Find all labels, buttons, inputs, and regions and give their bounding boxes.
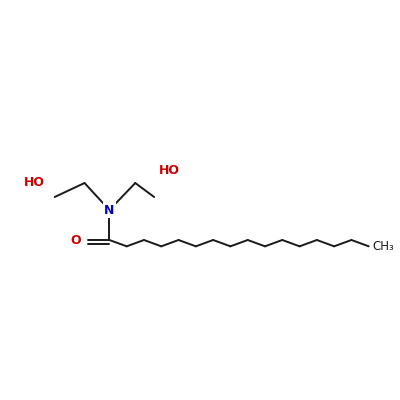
Text: O: O: [70, 234, 81, 246]
Text: HO: HO: [159, 164, 180, 176]
Text: N: N: [104, 204, 114, 216]
Text: CH₃: CH₃: [373, 240, 394, 253]
Text: HO: HO: [24, 176, 45, 190]
